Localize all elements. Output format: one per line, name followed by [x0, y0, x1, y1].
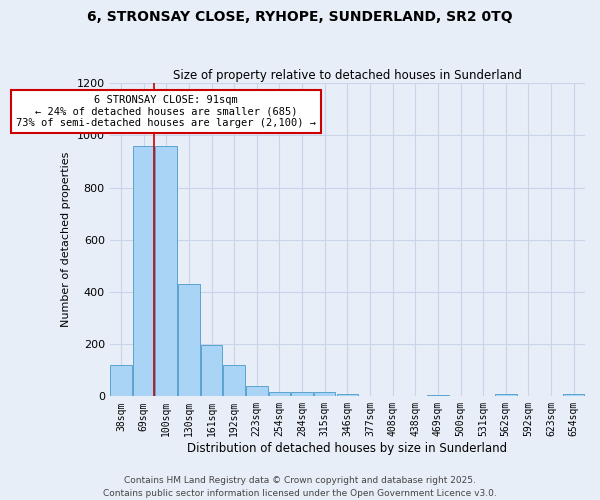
Bar: [314, 392, 335, 396]
Bar: [178, 284, 200, 397]
X-axis label: Distribution of detached houses by size in Sunderland: Distribution of detached houses by size …: [187, 442, 508, 455]
Bar: [110, 365, 132, 396]
Bar: [133, 146, 154, 397]
Bar: [495, 394, 517, 396]
Bar: [246, 386, 268, 396]
Bar: [291, 392, 313, 396]
Y-axis label: Number of detached properties: Number of detached properties: [61, 152, 71, 328]
Bar: [201, 346, 222, 397]
Bar: [269, 392, 290, 396]
Bar: [563, 394, 584, 396]
Bar: [155, 146, 177, 397]
Text: Contains HM Land Registry data © Crown copyright and database right 2025.
Contai: Contains HM Land Registry data © Crown c…: [103, 476, 497, 498]
Bar: [337, 394, 358, 396]
Bar: [427, 395, 449, 396]
Title: Size of property relative to detached houses in Sunderland: Size of property relative to detached ho…: [173, 69, 522, 82]
Text: 6, STRONSAY CLOSE, RYHOPE, SUNDERLAND, SR2 0TQ: 6, STRONSAY CLOSE, RYHOPE, SUNDERLAND, S…: [87, 10, 513, 24]
Bar: [223, 365, 245, 396]
Text: 6 STRONSAY CLOSE: 91sqm
← 24% of detached houses are smaller (685)
73% of semi-d: 6 STRONSAY CLOSE: 91sqm ← 24% of detache…: [16, 95, 316, 128]
